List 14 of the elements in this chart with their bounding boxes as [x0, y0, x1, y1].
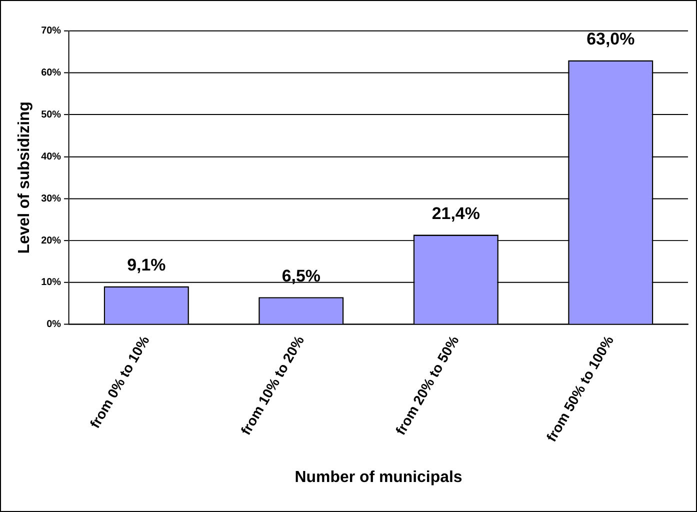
data-label: 9,1% [127, 255, 166, 274]
data-label: 21,4% [432, 204, 480, 223]
y-tick-label: 20% [41, 235, 62, 246]
y-tick-label: 50% [41, 109, 62, 120]
y-axis-title: Level of subsidizing [16, 102, 33, 254]
y-tick-label: 60% [41, 68, 62, 79]
y-tick-label: 10% [41, 277, 62, 288]
y-tick-label: 0% [46, 319, 62, 330]
y-tick-label: 70% [41, 26, 62, 37]
data-label: 6,5% [282, 266, 320, 286]
y-tick-label: 40% [41, 151, 62, 162]
data-label: 63,0% [586, 29, 635, 48]
x-axis-title: Number of municipals [294, 468, 462, 486]
y-tick-label: 30% [41, 193, 62, 204]
